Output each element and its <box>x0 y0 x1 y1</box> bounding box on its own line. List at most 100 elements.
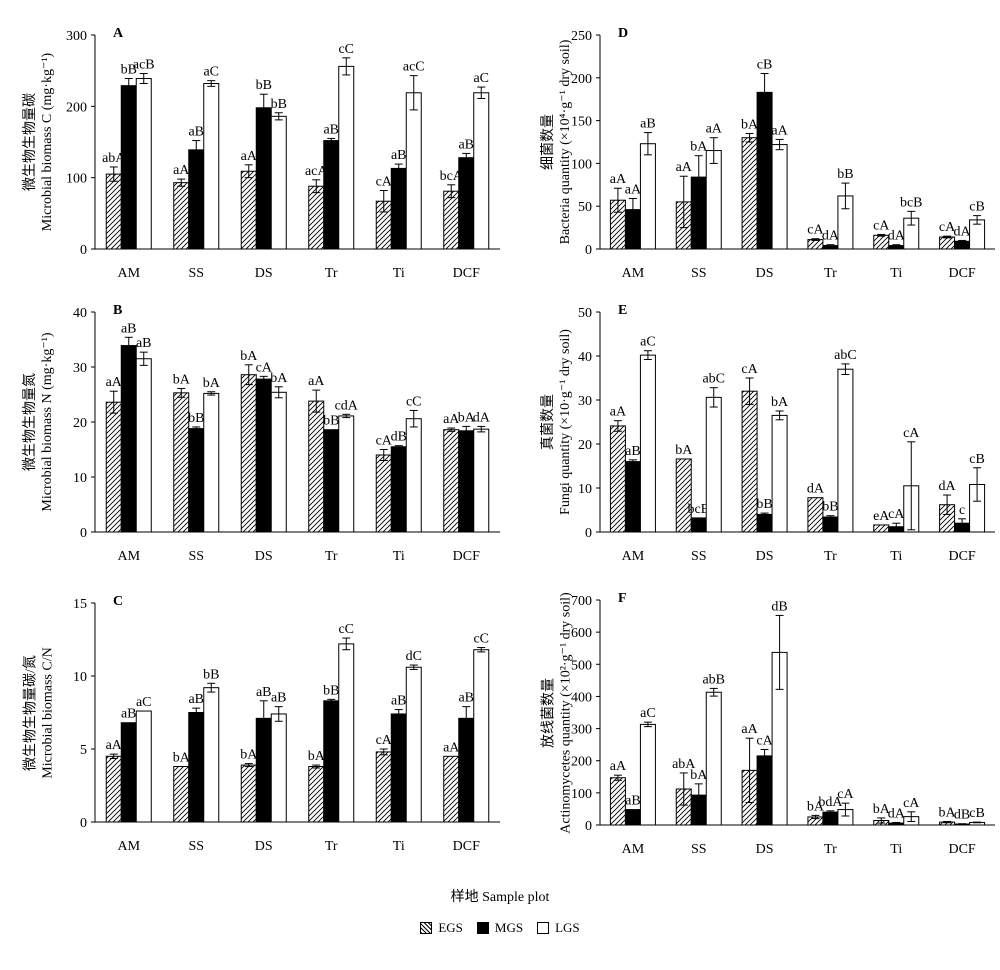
significance-label-c: cA <box>376 733 393 748</box>
significance-label-c: bB <box>323 683 339 698</box>
x-tick-label-b: Tr <box>325 549 338 564</box>
bar-b-egs <box>308 400 325 533</box>
y-tick-label-e: 30 <box>578 394 592 409</box>
bar-e-egs <box>675 458 692 533</box>
y-tick-label-f: 0 <box>585 819 592 834</box>
significance-label-c: aA <box>106 738 123 753</box>
significance-label-d: aA <box>610 172 627 187</box>
significance-label-d: bB <box>837 167 853 182</box>
bar-a-mgs <box>458 157 475 250</box>
bar-a-lgs <box>270 115 287 250</box>
y-tick-label-b: 20 <box>73 416 87 431</box>
bar-d-lgs <box>639 143 656 250</box>
bar-e-egs <box>807 497 824 533</box>
bar-a-egs <box>443 190 460 250</box>
x-axis-label: 样地 Sample plot <box>450 890 550 905</box>
bar-a-lgs <box>135 78 152 250</box>
significance-label-a: acC <box>403 60 425 75</box>
y-tick-label-d: 200 <box>571 72 592 87</box>
bar-d-egs <box>807 239 824 250</box>
y-tick-label-e: 50 <box>578 306 592 321</box>
significance-label-a: bcA <box>440 169 464 184</box>
significance-label-a: aA <box>241 149 258 164</box>
significance-label-d: bcB <box>900 195 923 210</box>
significance-label-e: bA <box>771 395 789 410</box>
significance-label-b: aA <box>106 375 123 390</box>
significance-label-f: abB <box>702 672 725 687</box>
significance-label-d: aA <box>676 160 693 175</box>
significance-label-e: cB <box>969 452 985 467</box>
significance-label-f: cB <box>969 806 985 821</box>
significance-label-b: dA <box>473 410 491 425</box>
bar-a-lgs <box>405 92 422 250</box>
significance-label-b: aA <box>308 374 325 389</box>
significance-label-e: dA <box>939 479 957 494</box>
y-tick-label-c: 15 <box>73 597 87 612</box>
panel-letter-e: E <box>618 303 627 318</box>
y-tick-label-d: 100 <box>571 157 592 172</box>
significance-label-f: aC <box>640 706 656 721</box>
significance-label-d: cA <box>939 220 956 235</box>
bar-a-egs <box>105 173 122 250</box>
x-tick-label-e: AM <box>622 549 645 564</box>
significance-label-c: aB <box>188 692 204 707</box>
significance-label-d: aA <box>625 182 642 197</box>
significance-label-b: dB <box>391 430 407 445</box>
bar-b-mgs <box>458 430 475 533</box>
x-tick-label-a: DCF <box>453 266 480 281</box>
x-tick-label-c: DS <box>255 839 273 854</box>
legend-swatch-mgs <box>476 922 489 934</box>
bar-e-lgs <box>705 396 722 533</box>
bar-f-lgs <box>639 723 656 826</box>
bar-c-lgs <box>473 649 490 823</box>
y-tick-label-a: 0 <box>80 243 87 258</box>
legend-item-egs: EGS <box>420 920 463 936</box>
significance-label-d: cA <box>807 223 824 238</box>
significance-label-f: bdA <box>818 795 843 810</box>
x-tick-label-a: Ti <box>393 266 405 281</box>
significance-label-e: c <box>959 503 965 518</box>
y-tick-label-f: 700 <box>571 594 592 609</box>
x-tick-label-a: SS <box>188 266 204 281</box>
bar-b-mgs <box>255 378 272 533</box>
significance-label-d: bA <box>690 140 708 155</box>
y-tick-label-a: 300 <box>66 29 87 44</box>
x-tick-label-e: Tr <box>824 549 837 564</box>
significance-label-c: aC <box>136 695 152 710</box>
bar-b-egs <box>443 429 460 533</box>
y-axis-label-en-f: Actinomycetes quantity (×10²·g⁻¹ dry soi… <box>558 591 573 834</box>
y-tick-label-e: 20 <box>578 438 592 453</box>
significance-label-d: cB <box>969 200 985 215</box>
x-tick-label-b: DCF <box>453 549 480 564</box>
panel-letter-b: B <box>113 303 122 318</box>
significance-label-c: cC <box>338 622 354 637</box>
bar-b-lgs <box>338 415 355 533</box>
significance-label-f: bA <box>690 768 708 783</box>
x-tick-label-a: Tr <box>325 266 338 281</box>
bar-c-egs <box>308 766 325 823</box>
significance-label-e: cA <box>903 426 920 441</box>
significance-label-c: bA <box>173 751 191 766</box>
bar-f-mgs <box>822 811 839 826</box>
significance-label-c: cC <box>473 632 489 647</box>
legend-swatch-egs <box>420 922 433 934</box>
y-tick-label-b: 40 <box>73 306 87 321</box>
x-tick-label-f: DS <box>756 842 774 857</box>
y-axis-label-en-a: Microbial biomass C (mg·kg⁻¹) <box>40 52 55 232</box>
legend-item-mgs: MGS <box>476 920 523 936</box>
y-tick-label-f: 100 <box>571 787 592 802</box>
significance-label-f: abA <box>672 757 696 772</box>
bar-c-egs <box>173 766 190 823</box>
bar-b-mgs <box>390 446 407 533</box>
bar-e-lgs <box>771 414 788 533</box>
bar-e-egs <box>741 390 758 533</box>
bar-a-mgs <box>188 149 205 250</box>
x-tick-label-c: DCF <box>453 839 480 854</box>
x-tick-label-d: Ti <box>890 266 902 281</box>
y-tick-label-f: 200 <box>571 755 592 770</box>
significance-label-e: cA <box>888 507 905 522</box>
bar-f-mgs <box>624 809 641 826</box>
x-tick-label-d: DS <box>756 266 774 281</box>
bar-c-lgs <box>405 666 422 823</box>
